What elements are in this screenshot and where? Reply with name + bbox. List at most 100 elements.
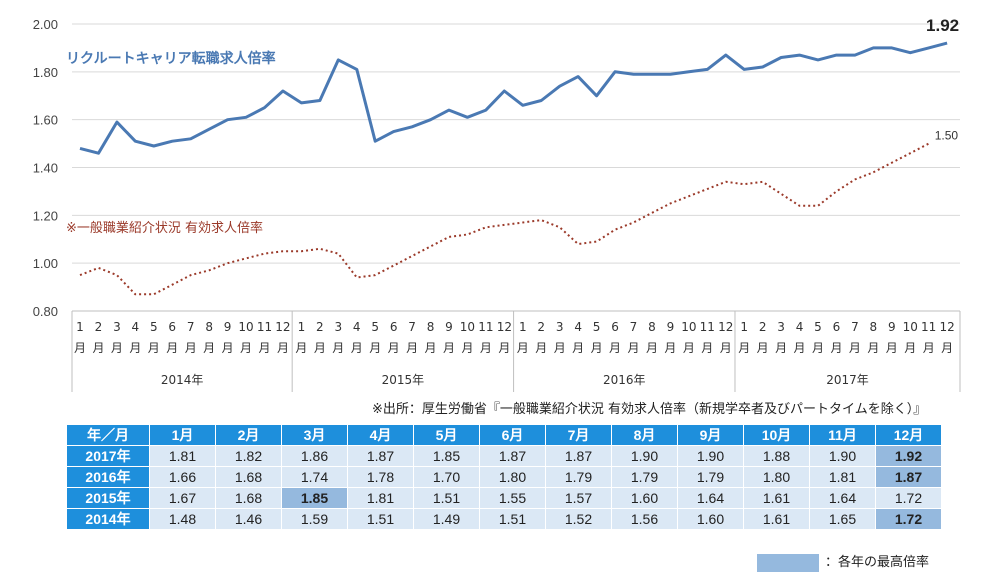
table-cell: 1.57 bbox=[545, 487, 612, 509]
table-row: 2016年 1.66 1.68 1.74 1.78 1.70 1.80 1.79 1.79 1.7… bbox=[66, 466, 942, 488]
column-header: 4月 bbox=[347, 424, 414, 446]
x-tick-month-number: 6 bbox=[611, 320, 619, 334]
table-cell: 1.81 bbox=[809, 466, 876, 488]
table-cell: 1.64 bbox=[677, 487, 744, 509]
x-tick-month-number: 3 bbox=[556, 320, 564, 334]
x-tick-month-number: 1 bbox=[740, 320, 748, 334]
table-cell: 1.79 bbox=[611, 466, 678, 488]
x-tick-month-number: 11 bbox=[921, 320, 936, 334]
x-tick-month-number: 11 bbox=[478, 320, 493, 334]
series-line-recruit bbox=[79, 41, 948, 155]
line-chart: 0.801.001.201.401.601.802.001月2月3月4月5月6月… bbox=[33, 16, 961, 392]
x-tick-month-suffix: 月 bbox=[277, 341, 289, 355]
x-year-label: 2014年 bbox=[161, 373, 204, 387]
x-tick-month-suffix: 月 bbox=[295, 341, 307, 355]
table-cell: 1.81 bbox=[347, 487, 414, 509]
x-tick-month-suffix: 月 bbox=[369, 341, 381, 355]
column-header: 3月 bbox=[281, 424, 348, 446]
x-tick-month-number: 3 bbox=[334, 320, 342, 334]
x-tick-month-suffix: 月 bbox=[720, 341, 732, 355]
x-tick-month-number: 7 bbox=[408, 320, 416, 334]
x-tick-month-number: 5 bbox=[371, 320, 379, 334]
x-tick-month-number: 9 bbox=[445, 320, 453, 334]
x-tick-month-number: 1 bbox=[519, 320, 527, 334]
x-tick-month-suffix: 月 bbox=[849, 341, 861, 355]
table-cell: 1.90 bbox=[809, 445, 876, 467]
table-cell: 1.52 bbox=[545, 508, 612, 530]
y-tick-label: 0.80 bbox=[33, 304, 58, 319]
x-year-label: 2016年 bbox=[603, 373, 646, 387]
column-header: 1月 bbox=[149, 424, 216, 446]
x-tick-month-number: 8 bbox=[205, 320, 213, 334]
table-cell: 1.51 bbox=[347, 508, 414, 530]
x-tick-month-number: 2 bbox=[316, 320, 324, 334]
legend-swatch bbox=[757, 553, 819, 572]
x-tick-month-number: 12 bbox=[718, 320, 733, 334]
x-tick-month-suffix: 月 bbox=[646, 341, 658, 355]
x-tick-month-number: 4 bbox=[796, 320, 804, 334]
y-tick-label: 1.80 bbox=[33, 65, 58, 80]
x-tick-month-suffix: 月 bbox=[148, 341, 160, 355]
x-year-label: 2015年 bbox=[382, 373, 425, 387]
x-tick-month-suffix: 月 bbox=[812, 341, 824, 355]
x-tick-month-number: 7 bbox=[187, 320, 195, 334]
x-tick-month-suffix: 月 bbox=[314, 341, 326, 355]
x-tick-month-number: 10 bbox=[903, 320, 918, 334]
column-header: 12月 bbox=[875, 424, 942, 446]
x-tick-month-suffix: 月 bbox=[591, 341, 603, 355]
table-row: 2017年 1.81 1.82 1.86 1.87 1.85 1.87 1.87 1.90 1.9… bbox=[66, 445, 942, 467]
table-cell: 1.70 bbox=[413, 466, 480, 488]
column-header: 5月 bbox=[413, 424, 480, 446]
x-tick-month-suffix: 月 bbox=[738, 341, 750, 355]
table-cell: 1.82 bbox=[215, 445, 282, 467]
x-tick-month-suffix: 月 bbox=[794, 341, 806, 355]
table-cell: 1.66 bbox=[149, 466, 216, 488]
x-tick-month-number: 5 bbox=[150, 320, 158, 334]
table-cell: 1.81 bbox=[149, 445, 216, 467]
table-cell-max: 1.92 bbox=[875, 445, 942, 467]
x-tick-month-suffix: 月 bbox=[554, 341, 566, 355]
column-header: 2月 bbox=[215, 424, 282, 446]
x-tick-month-number: 6 bbox=[168, 320, 176, 334]
table-cell: 1.64 bbox=[809, 487, 876, 509]
x-tick-month-number: 6 bbox=[390, 320, 398, 334]
x-tick-month-suffix: 月 bbox=[92, 341, 104, 355]
x-tick-month-number: 12 bbox=[497, 320, 512, 334]
table-cell: 1.68 bbox=[215, 487, 282, 509]
row-year-label: 2016年 bbox=[66, 466, 150, 488]
x-tick-month-suffix: 月 bbox=[904, 341, 916, 355]
x-tick-month-suffix: 月 bbox=[757, 341, 769, 355]
table-cell: 1.61 bbox=[743, 508, 810, 530]
y-tick-label: 1.00 bbox=[33, 256, 58, 271]
column-header: 7月 bbox=[545, 424, 612, 446]
x-tick-month-number: 8 bbox=[648, 320, 656, 334]
x-tick-month-number: 7 bbox=[630, 320, 638, 334]
x-tick-month-suffix: 月 bbox=[923, 341, 935, 355]
x-year-label: 2017年 bbox=[826, 373, 869, 387]
table-cell: 1.87 bbox=[545, 445, 612, 467]
table-cell: 1.90 bbox=[611, 445, 678, 467]
table-cell: 1.46 bbox=[215, 508, 282, 530]
x-tick-month-suffix: 月 bbox=[406, 341, 418, 355]
table-legend: ：各年の最高倍率 bbox=[757, 551, 929, 572]
x-tick-month-suffix: 月 bbox=[443, 341, 455, 355]
x-tick-month-suffix: 月 bbox=[240, 341, 252, 355]
table-cell: 1.86 bbox=[281, 445, 348, 467]
x-tick-month-number: 3 bbox=[777, 320, 785, 334]
x-tick-month-number: 4 bbox=[574, 320, 582, 334]
x-tick-month-number: 1 bbox=[76, 320, 84, 334]
x-tick-month-number: 8 bbox=[870, 320, 878, 334]
x-tick-month-suffix: 月 bbox=[129, 341, 141, 355]
x-tick-month-suffix: 月 bbox=[388, 341, 400, 355]
x-tick-month-suffix: 月 bbox=[941, 341, 953, 355]
x-tick-month-suffix: 月 bbox=[627, 341, 639, 355]
x-tick-month-suffix: 月 bbox=[185, 341, 197, 355]
series-line-mhlw bbox=[79, 142, 930, 296]
table-cell: 1.59 bbox=[281, 508, 348, 530]
row-year-label: 2015年 bbox=[66, 487, 150, 509]
x-tick-month-suffix: 月 bbox=[867, 341, 879, 355]
table-cell: 1.49 bbox=[413, 508, 480, 530]
y-tick-label: 1.20 bbox=[33, 208, 58, 223]
x-tick-month-suffix: 月 bbox=[203, 341, 215, 355]
y-tick-label: 1.60 bbox=[33, 113, 58, 128]
